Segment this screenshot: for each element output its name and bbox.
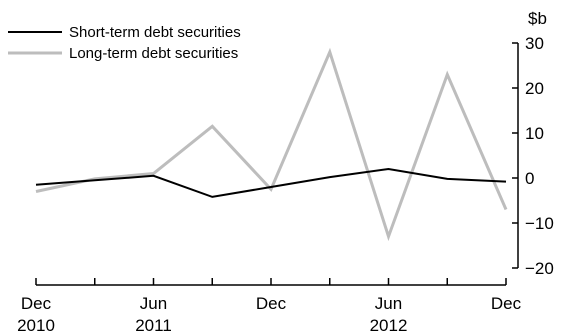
legend: Short-term debt securities Long-term deb…	[8, 24, 241, 62]
y-axis-unit-label: $b	[528, 9, 547, 28]
y-tick-label: 20	[525, 79, 544, 98]
y-tick-label: 0	[525, 169, 534, 188]
series-line-short-term	[35, 167, 507, 198]
y-tick-label: 30	[525, 34, 544, 53]
axes: −20 −10 0 10 20 30 Dec 2010 Jun 2011 Dec Jun 2012 Dec	[17, 34, 554, 335]
x-tick-label-year: 2012	[370, 316, 408, 335]
y-tick-label: 10	[525, 124, 544, 143]
y-tick-label: −20	[525, 259, 554, 278]
x-tick-label-year: 2010	[17, 316, 55, 335]
y-tick-label: −10	[525, 214, 554, 233]
series-lines	[35, 47, 508, 242]
x-tick-label-month: Dec	[491, 294, 522, 313]
x-tick-label-year: 2011	[135, 316, 172, 335]
legend-label-short-term: Short-term debt securities	[69, 24, 241, 41]
x-tick-label-month: Jun	[140, 294, 167, 313]
legend-label-long-term: Long-term debt securities	[69, 45, 238, 62]
x-tick-label-month: Dec	[256, 294, 287, 313]
series-line-long-term	[35, 47, 508, 242]
x-tick-label-month: Dec	[21, 294, 52, 313]
x-tick-label-month: Jun	[375, 294, 402, 313]
